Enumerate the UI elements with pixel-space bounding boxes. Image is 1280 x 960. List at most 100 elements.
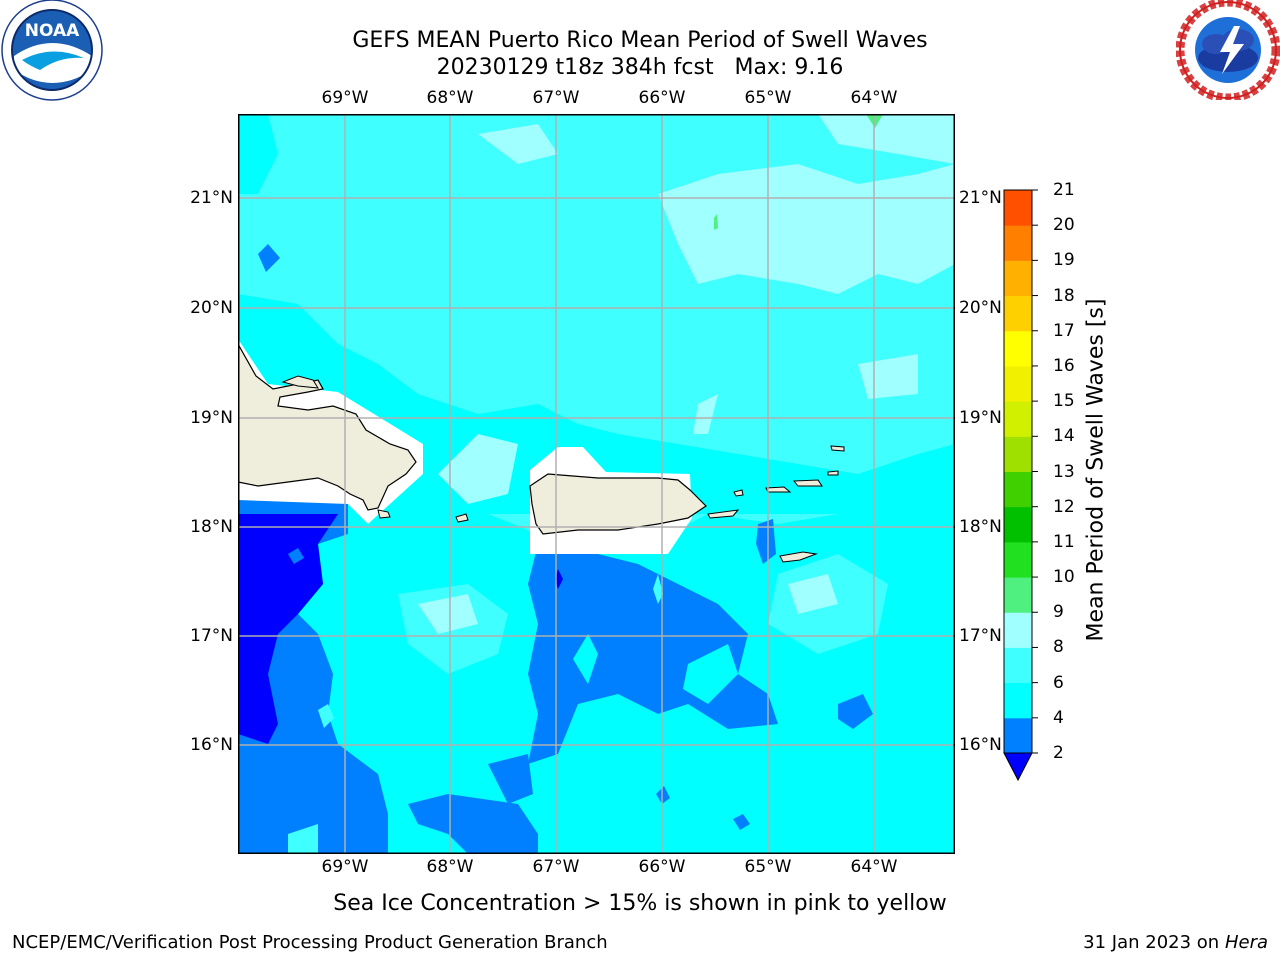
- colorbar-tick-label: 2: [1053, 743, 1064, 763]
- colorbar-tick-label: 11: [1053, 531, 1075, 552]
- culebra: [733, 489, 744, 497]
- sea-ice-caption: Sea Ice Concentration > 15% is shown in …: [333, 891, 947, 916]
- colorbar-tick-label: 6: [1053, 672, 1064, 693]
- footer-date: 31 Jan 2023 on Hera: [1083, 932, 1268, 953]
- hispaniola: [238, 342, 417, 511]
- colorbar-segment: [1004, 225, 1032, 261]
- colorbar-segment: [1004, 682, 1032, 719]
- colorbar-tick-label: 14: [1053, 426, 1075, 447]
- swell-spot-under-2: [555, 569, 563, 589]
- lon-label-bottom: 64°W: [850, 857, 898, 877]
- colorbar-segment: [1004, 577, 1032, 613]
- colorbar-segment: [1004, 365, 1032, 402]
- swell-band-2-4-s2: [408, 794, 538, 854]
- colorbar-tick-label: 19: [1053, 250, 1075, 271]
- colorbar-segment: [1004, 471, 1032, 508]
- colorbar-segment: [1004, 506, 1032, 543]
- colorbar-segment: [1004, 436, 1032, 472]
- swell-spot-b: [318, 704, 334, 728]
- lon-label-bottom: 69°W: [321, 857, 369, 877]
- colorbar-tick-label: 4: [1053, 707, 1064, 728]
- lon-label-top: 69°W: [321, 88, 369, 108]
- title-line-1: GEFS MEAN Puerto Rico Mean Period of Swe…: [352, 28, 928, 53]
- swell-band-under-2: [238, 514, 338, 744]
- nws-logo: [1176, 0, 1280, 100]
- swell-spot-c: [288, 824, 318, 854]
- swell-band-8-9: [658, 164, 955, 294]
- colorbar-tick-label: 13: [1053, 461, 1075, 482]
- lat-label-left: 20°N: [190, 298, 233, 318]
- swell-spot-h: [733, 814, 750, 830]
- noaa-logo: NOAA: [1, 0, 103, 101]
- noaa-logo-text: NOAA: [25, 21, 80, 41]
- vieques: [707, 509, 740, 519]
- lat-label-right: 21°N: [959, 188, 1002, 208]
- lon-label-top: 67°W: [532, 88, 580, 108]
- map-plot: [238, 114, 955, 854]
- colorbar-tick-label: 16: [1053, 355, 1075, 376]
- colorbar: [1003, 189, 1038, 782]
- lat-label-left: 18°N: [190, 517, 233, 537]
- swell-spot-e: [838, 694, 873, 729]
- swell-spot-d: [756, 519, 776, 564]
- colorbar-tick-label: 18: [1053, 285, 1075, 306]
- colorbar-segment: [1004, 330, 1032, 367]
- lat-label-right: 20°N: [959, 298, 1002, 318]
- colorbar-segment: [1004, 260, 1032, 297]
- lon-label-top: 65°W: [744, 88, 792, 108]
- lat-label-right: 17°N: [959, 626, 1002, 646]
- anegada: [830, 445, 845, 452]
- swell-spot-a: [288, 548, 304, 564]
- map-grid: [238, 114, 955, 854]
- colorbar-tick-label: 12: [1053, 496, 1075, 517]
- swell-patch-8-9-ne: [818, 114, 955, 164]
- st-croix: [779, 551, 818, 563]
- colorbar-segment: [1004, 295, 1032, 332]
- swell-spot-g: [656, 786, 670, 804]
- lat-label-right: 18°N: [959, 517, 1002, 537]
- lon-label-top: 66°W: [638, 88, 686, 108]
- lat-label-left: 16°N: [190, 735, 233, 755]
- footer-credit: NCEP/EMC/Verification Post Processing Pr…: [12, 932, 608, 953]
- swell-patch-8-9-mid2: [693, 394, 718, 434]
- swell-hole-a: [573, 634, 598, 684]
- swell-patch-8-9-s: [418, 594, 478, 634]
- mona-island: [455, 513, 469, 523]
- swell-patch-8-9-n: [478, 124, 558, 164]
- colorbar-tick-label: 8: [1053, 637, 1064, 658]
- colorbar-tick-label: 21: [1053, 180, 1075, 200]
- swell-hole-b: [683, 644, 738, 704]
- virgin-gorda: [827, 470, 839, 476]
- lon-label-top: 64°W: [850, 88, 898, 108]
- colorbar-segment: [1004, 541, 1032, 578]
- lon-label-top: 68°W: [426, 88, 474, 108]
- map-title: GEFS MEAN Puerto Rico Mean Period of Swe…: [0, 27, 1280, 81]
- lon-label-bottom: 66°W: [638, 857, 686, 877]
- lat-label-right: 19°N: [959, 408, 1002, 428]
- swell-patch-4-6-nw: [238, 114, 278, 194]
- title-line-2: 20230129 t18z 384h fcst Max: 9.16: [436, 55, 844, 80]
- lat-label-left: 17°N: [190, 626, 233, 646]
- colorbar-tick-label: 17: [1053, 320, 1075, 341]
- colorbar-label: Mean Period of Swell Waves [s]: [1083, 298, 1109, 642]
- tortola: [792, 479, 823, 487]
- map-frame: [238, 114, 955, 854]
- swell-hole-c: [653, 574, 663, 604]
- colorbar-tick-label: 10: [1053, 567, 1075, 588]
- colorbar-tick-label: 9: [1053, 602, 1064, 623]
- colorbar-under-triangle: [1003, 752, 1033, 782]
- swell-patch-8-9-mid: [438, 434, 518, 504]
- colorbar-segment: [1004, 717, 1032, 754]
- swell-spot-f: [488, 754, 533, 804]
- lon-label-bottom: 65°W: [744, 857, 792, 877]
- colorbar-segment: [1004, 190, 1032, 226]
- colorbar-segment: [1004, 647, 1032, 684]
- saona-island: [377, 509, 391, 519]
- lon-label-bottom: 67°W: [532, 857, 580, 877]
- colorbar-tick-label: 15: [1053, 391, 1075, 412]
- colorbar-tick-label: 20: [1053, 215, 1075, 236]
- colorbar-segment: [1004, 401, 1032, 437]
- colorbar-segment: [1004, 612, 1032, 648]
- swell-spot-i: [258, 244, 280, 272]
- swell-patch-8-9-se: [788, 574, 838, 614]
